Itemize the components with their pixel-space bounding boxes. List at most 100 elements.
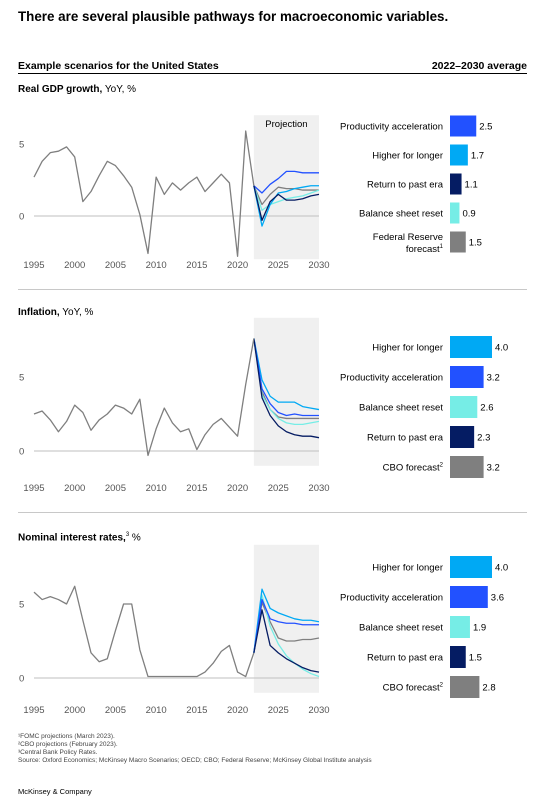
bar-productivity-acceleration (450, 115, 477, 137)
series-line-forecast (253, 185, 319, 206)
bar-category-label: Balance sheet reset (359, 623, 443, 634)
series-line-return-to-past-era (253, 609, 320, 673)
bar-value-label: 1.5 (469, 238, 482, 249)
bar-category-label: forecast1 (406, 244, 444, 255)
bar-value-label: 1.7 (471, 151, 484, 162)
x-tick-label: 2005 (105, 705, 126, 716)
footnote-2: ²CBO projections (February 2023). (18, 741, 118, 748)
footnote-3: ³Central Bank Policy Rates. (18, 749, 98, 756)
page-title: There are several plausible pathways for… (18, 9, 449, 24)
x-tick-label: 2005 (105, 483, 126, 494)
series-line-return-to-past-era (253, 185, 320, 221)
bar-value-label: 1.5 (469, 653, 482, 664)
y-tick-label: 0 (19, 674, 24, 685)
x-tick-label: 2020 (227, 483, 248, 494)
x-tick-label: 2030 (308, 260, 329, 271)
series-line-higher-for-longer (253, 185, 319, 227)
bar-category-label: Productivity acceleration (340, 593, 443, 604)
bar-category-label: Federal Reserve (373, 232, 443, 243)
bar-value-label: 2.3 (477, 433, 490, 444)
x-tick-label: 2010 (146, 705, 167, 716)
footnote-1: ¹FOMC projections (March 2023). (18, 733, 115, 740)
bar-return-to-past-era (450, 646, 466, 668)
y-tick-label: 5 (19, 600, 24, 611)
bar-value-label: 1.9 (473, 623, 486, 634)
panel-title-inflation-rest: YoY, % (59, 307, 94, 318)
series-line-history (33, 585, 255, 678)
series-line-history (33, 130, 255, 257)
x-tick-label: 2010 (146, 483, 167, 494)
bar-balance-sheet-reset (450, 202, 460, 224)
brand-logo-text: McKinsey & Company (18, 787, 92, 796)
series-line-productivity-acceleration (253, 598, 319, 653)
x-tick-label: 2025 (268, 260, 289, 271)
panel-title-inflation-bold: Inflation, (18, 307, 60, 318)
panel-title-rates-rest: % (129, 532, 141, 544)
panel-separator (18, 512, 527, 513)
bar-category-label: Higher for longer (372, 563, 443, 574)
panel-title-rates: Nominal interest rates,3 % (18, 532, 141, 543)
projection-shade (253, 544, 319, 693)
panel-title-gdp-rest: YoY, % (102, 84, 137, 95)
bar-category-label: Productivity acceleration (340, 373, 443, 384)
x-tick-label: 2000 (64, 483, 85, 494)
series-line-balance-sheet-reset (253, 338, 320, 426)
bar-forecast (450, 676, 480, 698)
series-line-higher-for-longer (253, 588, 320, 653)
bar-category-label: Balance sheet reset (359, 403, 443, 414)
x-tick-label: 2025 (268, 483, 289, 494)
x-tick-label: 2015 (186, 705, 207, 716)
series-line-productivity-acceleration (253, 338, 319, 417)
projection-shade (253, 317, 319, 466)
panel-title-rates-bold: Nominal interest rates, (18, 532, 126, 544)
x-tick-label: 2010 (146, 260, 167, 271)
bar-productivity-acceleration (450, 586, 488, 608)
projection-shade (253, 115, 319, 260)
footnote-source: Source: Oxford Economics; McKinsey Macro… (18, 757, 372, 764)
bar-value-label: 3.2 (487, 373, 500, 384)
bar-value-label: 3.6 (491, 593, 504, 604)
bar-category-label: Return to past era (367, 653, 444, 664)
x-tick-label: 2015 (186, 260, 207, 271)
bar-value-label: 2.6 (480, 403, 493, 414)
line-chart-1: 0 5 1995 2000 2005 2010 2015 2020 2025 2030 (19, 317, 330, 494)
bar-category-label: CBO forecast2 (383, 683, 444, 694)
bar-value-label: 0.9 (462, 209, 475, 220)
y-tick-label: 0 (19, 447, 24, 458)
series-line-productivity-acceleration (253, 170, 319, 194)
x-tick-label: 2000 (64, 705, 85, 716)
series-line-higher-for-longer (253, 338, 320, 411)
bar-chart-0: 2.5 Productivity acceleration 1.7 Higher fo… (340, 115, 492, 255)
series-line-balance-sheet-reset (253, 185, 320, 211)
series-line-forecast (253, 338, 319, 420)
line-chart-2: 0 5 1995 2000 2005 2010 2015 2020 2025 2030 (19, 544, 330, 716)
bar-forecast (450, 231, 466, 253)
panel-title-rates-sup: 3 (125, 532, 130, 538)
bar-balance-sheet-reset (450, 616, 470, 638)
chart-subtitle: Example scenarios for the United States (18, 60, 219, 72)
series-line-history (33, 338, 255, 457)
bar-higher-for-longer (450, 336, 492, 358)
bar-category-label: Return to past era (367, 433, 444, 444)
panel-title-gdp: Real GDP growth, YoY, % (18, 84, 136, 95)
bar-return-to-past-era (450, 426, 475, 448)
bar-category-label: Balance sheet reset (359, 209, 443, 220)
bar-value-label: 4.0 (495, 343, 508, 354)
x-tick-label: 2000 (64, 260, 85, 271)
bar-forecast (450, 456, 484, 478)
bar-productivity-acceleration (450, 366, 484, 388)
x-tick-label: 2020 (227, 705, 248, 716)
bar-value-label: 4.0 (495, 563, 508, 574)
panel-separator (18, 289, 527, 290)
bar-return-to-past-era (450, 173, 462, 195)
x-tick-label: 2030 (308, 705, 329, 716)
bar-value-label: 2.5 (479, 122, 492, 133)
panel-title-gdp-bold: Real GDP growth, (18, 84, 103, 95)
y-tick-label: 0 (19, 212, 24, 223)
x-tick-label: 2020 (227, 260, 248, 271)
x-tick-label: 1995 (23, 483, 44, 494)
period-label: 2022–2030 average (431, 60, 527, 72)
bar-category-label: Productivity acceleration (340, 122, 443, 133)
header-rule (18, 73, 527, 74)
